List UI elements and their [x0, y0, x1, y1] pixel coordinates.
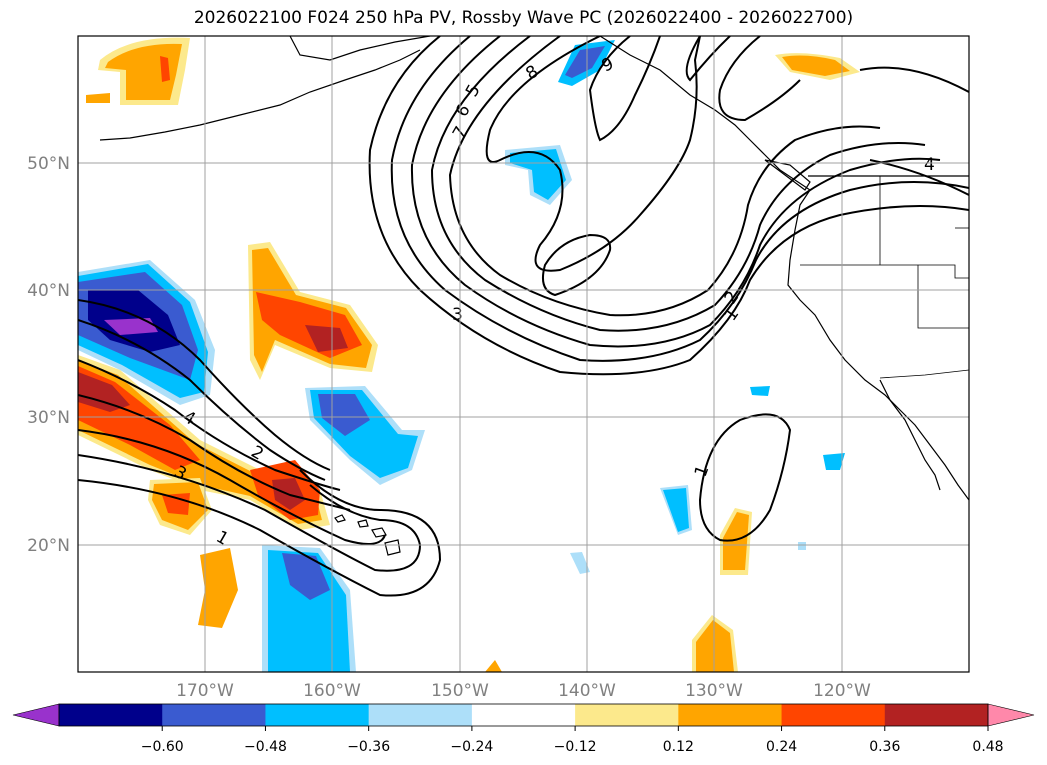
border-state: [800, 264, 969, 279]
pv-negative-region: [318, 394, 370, 436]
pv-contour: [685, 36, 731, 82]
pv-contour: [78, 469, 442, 597]
pv-contour: [78, 429, 386, 545]
pv-positive-region: [305, 325, 348, 352]
coastline-baja: [879, 379, 941, 491]
pv-contour: [78, 454, 422, 572]
pv-contour: [78, 359, 341, 491]
pv-contour: [78, 319, 326, 481]
colorbar-extend-right: [987, 703, 1035, 727]
colorbar-cell: [265, 704, 370, 726]
colorbar-tick-label: 0.36: [869, 739, 900, 755]
lon-label-150w: 150°W: [431, 681, 489, 701]
gridlines: [78, 36, 969, 672]
colorbar-tick-label: −0.36: [347, 739, 390, 755]
colorbar-cell: [59, 704, 163, 726]
colorbar-extend-left: [12, 703, 60, 727]
lat-labels: 50°N 40°N 30°N 20°N: [27, 154, 70, 556]
colorbar-tick-label: 0.48: [972, 739, 1003, 755]
lon-label-140w: 140°W: [558, 681, 616, 701]
coastline-north-america: [787, 179, 969, 501]
lon-label-170w: 170°W: [176, 681, 234, 701]
map-frame: [77, 35, 970, 673]
pv-negative-region: [565, 46, 605, 78]
chart-title: 2026022100 F024 250 hPa PV, Rossby Wave …: [193, 8, 854, 28]
colorbar-tick-label: −0.12: [554, 739, 597, 755]
pv-positive-region: [782, 55, 850, 76]
colorbar-cell: [884, 704, 989, 726]
colorbar-cell: [781, 704, 886, 726]
pv-negative-region: [823, 453, 845, 470]
pv-negative-region: [282, 553, 330, 600]
pv-contour: [390, 36, 969, 362]
coastline-hawaii: [334, 514, 401, 556]
lat-label-30n: 30°N: [27, 408, 70, 428]
pv-positive-region: [696, 620, 734, 672]
border-us-mexico: [879, 369, 969, 379]
map-content: 1 2 3 4 5 6 7 8 9 1 2 3 4 1 4: [78, 36, 969, 672]
pv-positive-region: [723, 512, 749, 570]
contour-label: 3: [452, 305, 463, 325]
pv-contour: [368, 36, 969, 376]
pv-negative-region: [268, 550, 350, 672]
colorbar-cell: [471, 704, 576, 726]
coastline-alaska: [289, 36, 431, 61]
pv-contour: [698, 413, 792, 542]
pv-positive-region: [162, 493, 190, 515]
pv-positive-region: [86, 93, 110, 103]
pv-contour: [869, 159, 969, 196]
colorbar-cell: [678, 704, 783, 726]
pv-negative-region: [104, 318, 158, 335]
pv-contour: [78, 299, 331, 471]
border-state: [917, 265, 969, 329]
colorbar-tick-label: −0.24: [450, 739, 493, 755]
colorbar: −0.60 −0.48 −0.36 −0.24 −0.12 0.12 0.24 0.36 0.4…: [12, 703, 1035, 755]
pv-contour: [485, 36, 701, 272]
colorbar-outline: [58, 703, 989, 727]
pv-contour: [430, 36, 926, 332]
pv-negative-region: [798, 542, 806, 550]
pv-contour: [588, 36, 661, 142]
pv-positive-region: [78, 372, 130, 412]
pv-negative-region: [663, 488, 689, 532]
pv-positive-region: [485, 660, 502, 672]
pv-contour: [448, 36, 881, 317]
pv-negative-region: [750, 386, 770, 396]
pv-contour: [859, 66, 969, 93]
colorbar-tick-label: 0.12: [663, 739, 694, 755]
colorbar-cell: [575, 704, 679, 726]
colorbar-cell: [162, 704, 266, 726]
lon-label-160w: 160°W: [303, 681, 361, 701]
lon-label-120w: 120°W: [813, 681, 871, 701]
coastline-vancouver-island: [764, 159, 811, 191]
lat-label-20n: 20°N: [27, 536, 70, 556]
lat-label-40n: 40°N: [27, 281, 70, 301]
coastline-aleutians: [99, 49, 421, 141]
pv-contour: [718, 36, 801, 122]
colorbar-tick-label: −0.60: [141, 739, 184, 755]
pv-contours: [78, 36, 969, 597]
pv-negative-region: [570, 552, 590, 574]
colorbar-cell: [368, 704, 473, 726]
pv-positive-region: [160, 56, 170, 82]
pv-contour: [542, 233, 612, 297]
pv-positive-region: [198, 548, 238, 628]
colorbar-tick-label: 0.24: [766, 739, 797, 755]
lon-labels: 170°W 160°W 150°W 140°W 130°W 120°W: [176, 681, 871, 701]
colorbar-tick-label: −0.48: [244, 739, 287, 755]
lat-label-50n: 50°N: [27, 154, 70, 174]
pv-contour: [78, 394, 351, 511]
contour-label: 4: [924, 155, 935, 175]
lon-label-130w: 130°W: [685, 681, 743, 701]
pv-contour: [410, 36, 941, 348]
